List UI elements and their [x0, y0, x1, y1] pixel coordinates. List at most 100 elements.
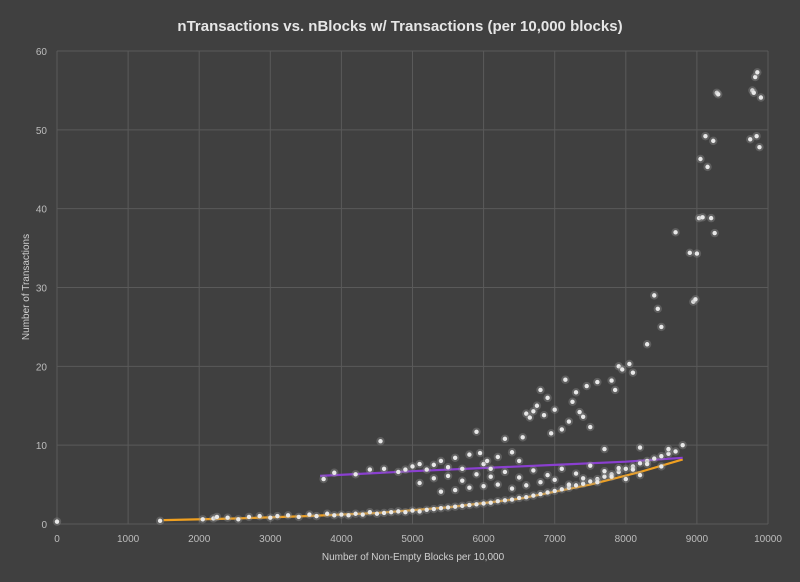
- scatter-point: [429, 504, 439, 514]
- scatter-point: [749, 88, 758, 97]
- scatter-point: [429, 460, 439, 470]
- scatter-point: [593, 478, 602, 487]
- scatter-point: [698, 213, 707, 222]
- scatter-point: [614, 467, 623, 477]
- scatter-point: [322, 509, 332, 518]
- scatter-point: [415, 507, 424, 516]
- scatter-point: [475, 448, 485, 458]
- scatter-point: [752, 131, 761, 141]
- scatter-point: [522, 481, 531, 490]
- scatter-point: [422, 505, 431, 515]
- y-tick-label: 50: [36, 126, 48, 137]
- scatter-point: [283, 511, 293, 520]
- scatter-point: [273, 511, 282, 521]
- scatter-point: [486, 498, 495, 507]
- scatter-point: [450, 502, 460, 511]
- scatter-point: [518, 433, 527, 442]
- scatter-point: [507, 448, 517, 457]
- scatter-point: [223, 513, 232, 522]
- x-tick-label: 8000: [615, 534, 638, 545]
- y-tick-label: 20: [36, 362, 48, 373]
- scatter-point: [671, 228, 680, 237]
- scatter-point: [376, 437, 385, 446]
- scatter-point: [706, 213, 716, 223]
- scatter-point: [394, 467, 403, 477]
- y-tick-label: 30: [36, 284, 48, 295]
- scatter-point: [571, 481, 581, 490]
- scatter-point: [543, 393, 552, 403]
- scatter-point: [458, 464, 467, 474]
- scatter-point: [522, 409, 531, 418]
- scatter-point: [450, 485, 460, 495]
- scatter-point: [401, 465, 410, 474]
- scatter-point: [550, 486, 559, 496]
- scatter-point: [614, 463, 623, 473]
- scatter-point: [401, 507, 410, 517]
- scatter-point: [443, 463, 453, 472]
- scatter-point: [436, 456, 446, 466]
- scatter-point: [198, 515, 207, 524]
- scatter-point: [479, 499, 488, 508]
- scatter-point: [472, 427, 481, 436]
- scatter-point: [586, 422, 595, 432]
- scatter-point: [746, 135, 755, 144]
- scatter-point: [600, 472, 609, 481]
- scatter-point: [642, 340, 652, 349]
- scatter-point: [514, 456, 524, 466]
- x-axis-title: Number of Non-Empty Blocks per 10,000: [322, 552, 505, 563]
- scatter-point: [664, 444, 673, 454]
- scatter-point: [429, 474, 439, 483]
- scatter-point: [266, 513, 275, 522]
- scatter-point: [415, 459, 424, 469]
- scatter-point: [543, 488, 552, 497]
- scatter-point: [379, 508, 389, 518]
- scatter-point: [550, 475, 559, 485]
- scatter-point: [500, 467, 510, 477]
- scatter-point: [365, 507, 375, 517]
- scatter-point: [571, 388, 581, 397]
- scatter-point: [337, 510, 346, 519]
- scatter-point: [408, 462, 417, 471]
- chart-title: nTransactions vs. nBlocks w/ Transaction…: [177, 18, 622, 35]
- scatter-point: [653, 304, 662, 313]
- scatter-point: [436, 487, 446, 496]
- scatter-point: [155, 516, 165, 526]
- scatter-point: [443, 503, 453, 512]
- y-axis-title: Number of Transactions: [21, 234, 32, 340]
- x-tick-label: 0: [54, 534, 60, 545]
- scatter-point: [536, 478, 545, 487]
- scatter-point: [486, 464, 495, 474]
- scatter-point: [657, 322, 666, 332]
- scatter-point: [557, 425, 567, 434]
- scatter-point: [621, 464, 630, 474]
- scatter-point: [493, 496, 503, 506]
- scatter-point: [450, 453, 460, 462]
- scatter-point: [635, 443, 645, 452]
- scatter-point: [372, 509, 382, 518]
- scatter-point: [703, 162, 712, 172]
- x-tick-label: 2000: [188, 534, 211, 545]
- scatter-point: [564, 417, 574, 426]
- x-tick-label: 6000: [472, 534, 495, 545]
- scatter-point: [685, 248, 694, 258]
- scatter-point: [678, 440, 687, 450]
- scatter-point: [557, 485, 567, 494]
- scatter-point: [621, 474, 630, 484]
- scatter-point: [330, 511, 339, 520]
- scatter-point: [564, 480, 574, 489]
- scatter-point: [600, 466, 609, 476]
- scatter-point: [751, 72, 760, 82]
- scatter-point: [714, 90, 723, 99]
- scatter-point: [650, 454, 659, 463]
- scatter-point: [344, 511, 353, 520]
- scatter-point: [514, 473, 524, 482]
- scatter-point: [493, 452, 503, 462]
- x-tick-label: 3000: [259, 534, 282, 545]
- scatter-point: [691, 295, 700, 304]
- scatter-point: [600, 444, 609, 454]
- scatter-point: [628, 465, 638, 474]
- scatter-point: [394, 507, 403, 516]
- scatter-point: [635, 459, 645, 468]
